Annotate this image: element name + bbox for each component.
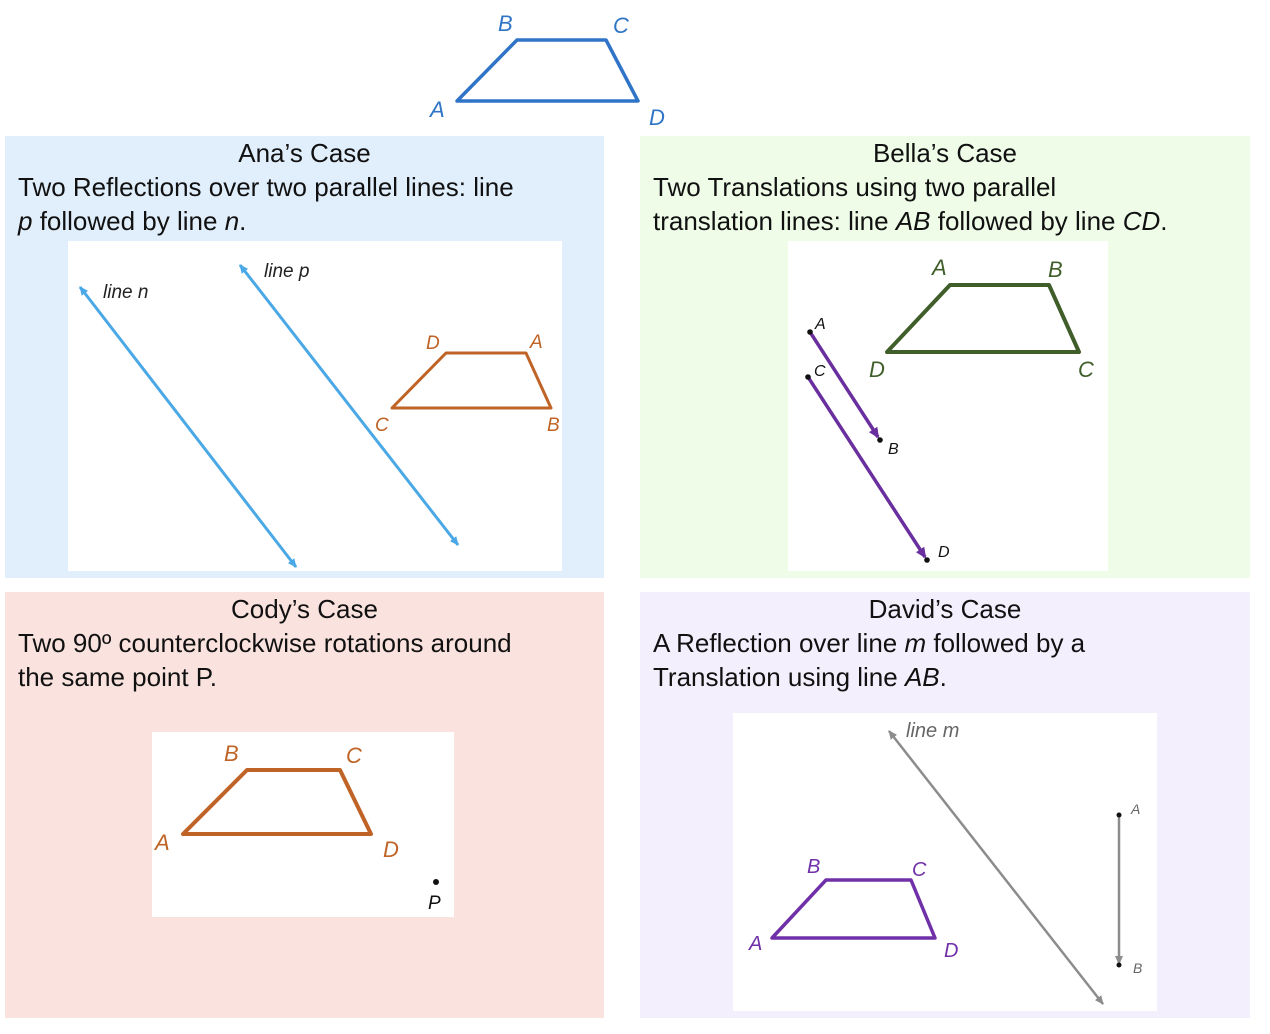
line-m-label: line m [906, 720, 959, 742]
ana-label-d: D [426, 333, 440, 354]
line-m [888, 730, 1104, 1005]
david-label-a: A [748, 933, 762, 955]
bella-case-panel: Bella’s Case Two Translations using two … [640, 136, 1250, 578]
vertex-label-a: A [428, 97, 445, 122]
vector-ab [808, 331, 880, 439]
david-case-title: David’s Case [868, 594, 1022, 624]
david-label-b: B [807, 856, 820, 878]
original-trapezoid-figure: B C A D [428, 11, 665, 130]
david-label-d: D [944, 940, 958, 962]
vertex-label-d: D [649, 105, 665, 130]
line-n-label: line n [103, 282, 148, 303]
cody-case-panel: Cody’s Case Two 90º counterclockwise rot… [5, 592, 604, 1018]
david-figure-box: line m A B B C A D [733, 713, 1157, 1011]
bella-image-trapezoid [885, 283, 1081, 354]
david-vector-point-b [1116, 962, 1122, 968]
ana-label-b: B [547, 415, 560, 436]
vector-label-c: C [814, 363, 826, 380]
cody-label-d: D [383, 837, 399, 862]
ana-label-c: C [375, 415, 389, 436]
vector-point-d [924, 557, 930, 563]
cody-case-title: Cody’s Case [231, 594, 378, 624]
bella-label-a: A [930, 255, 947, 280]
david-case-panel: David’s Case A Reflection over line m fo… [640, 592, 1250, 1018]
vector-cd [806, 376, 927, 559]
cody-figure-box: B C A D P [152, 732, 454, 917]
bella-figure: A B D C A C B D [805, 255, 1094, 563]
rotation-center-point [433, 879, 439, 885]
vector-label-a: A [814, 316, 826, 333]
david-label-c: C [912, 859, 927, 881]
bella-label-b: B [1048, 257, 1063, 282]
cody-label-b: B [224, 741, 239, 766]
vertex-label-b: B [498, 11, 513, 36]
line-p-label: line p [264, 261, 309, 282]
ana-case-title: Ana’s Case [238, 138, 371, 168]
cody-figure: B C A D P [153, 741, 441, 914]
david-vector-label-b: B [1133, 960, 1142, 976]
vector-point-a [807, 329, 813, 335]
bella-figure-box: A B D C A C B D [788, 241, 1108, 571]
vector-point-c [805, 374, 811, 380]
ana-label-a: A [529, 332, 543, 353]
bella-label-c: C [1078, 357, 1094, 382]
ana-figure: line n line p D A C B [78, 261, 560, 568]
bella-case-description: Two Translations using two parallel tran… [653, 172, 1168, 236]
rotation-center-label: P [428, 893, 441, 914]
david-vector-label-a: A [1130, 801, 1140, 817]
vertex-label-c: C [613, 13, 629, 38]
cody-trapezoid [181, 768, 373, 836]
ana-figure-box: line n line p D A C B [68, 241, 562, 571]
cody-case-description: Two 90º counterclockwise rotations aroun… [18, 628, 512, 692]
ana-case-description: Two Reflections over two parallel lines:… [18, 172, 514, 236]
vector-point-b [877, 437, 883, 443]
line-p [238, 264, 460, 546]
david-vector-point-a [1116, 812, 1122, 818]
ana-case-panel: Ana’s Case Two Reflections over two para… [5, 136, 604, 578]
bella-label-d: D [869, 357, 885, 382]
cody-label-a: A [153, 830, 170, 855]
vector-label-d: D [938, 544, 950, 561]
line-n [78, 286, 298, 568]
ana-image-trapezoid [390, 351, 553, 410]
david-figure: line m A B B C A D [748, 720, 1142, 1005]
original-trapezoid [455, 38, 640, 103]
david-trapezoid [770, 878, 937, 940]
david-case-description: A Reflection over line m followed by a T… [653, 628, 1086, 692]
bella-case-title: Bella’s Case [872, 138, 1018, 168]
cody-label-c: C [346, 743, 362, 768]
vector-label-b: B [888, 441, 899, 458]
